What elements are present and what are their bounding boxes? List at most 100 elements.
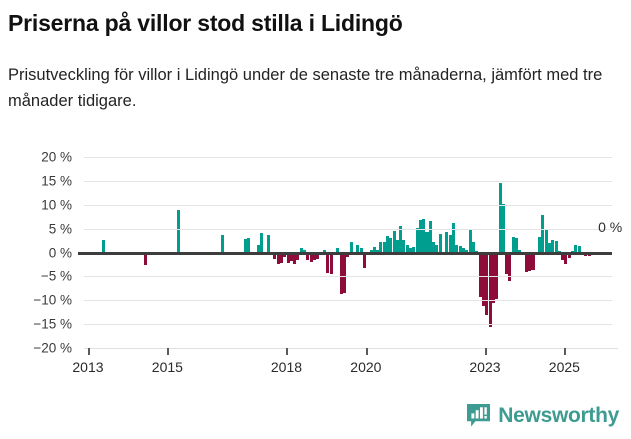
bar <box>445 232 449 253</box>
x-tick <box>87 348 90 355</box>
bar <box>177 209 181 253</box>
bar <box>359 247 363 253</box>
bar <box>349 242 353 253</box>
bar <box>498 183 502 253</box>
bar <box>448 235 452 253</box>
bar <box>399 226 403 253</box>
bar <box>412 247 416 253</box>
bar <box>422 219 426 253</box>
bar <box>356 244 360 253</box>
bar <box>508 252 512 282</box>
x-tick-label: 2025 <box>548 359 580 375</box>
bar <box>531 252 535 270</box>
x-tick-label: 2018 <box>270 359 303 375</box>
x-tick <box>365 348 368 355</box>
bar <box>323 250 327 253</box>
bar <box>488 252 492 327</box>
bar <box>561 252 565 261</box>
bar <box>478 252 482 298</box>
gridline <box>84 300 612 302</box>
bar <box>392 230 396 253</box>
bar-series <box>84 157 612 348</box>
bar <box>425 231 429 253</box>
bar <box>574 245 578 253</box>
bar <box>514 237 518 253</box>
bar <box>375 250 379 253</box>
bar-chart-speech-bubble-icon <box>466 403 491 429</box>
y-tick-label: −5 % <box>40 268 72 284</box>
bar <box>309 252 313 263</box>
bar <box>220 235 224 253</box>
x-tick <box>286 348 289 355</box>
bar <box>329 252 333 274</box>
bar <box>544 229 548 253</box>
bar <box>389 238 393 253</box>
bar <box>548 243 552 253</box>
page-subtitle: Prisutveckling för villor i Lidingö unde… <box>8 66 603 110</box>
bar <box>286 252 290 264</box>
y-tick-label: 5 % <box>48 221 72 237</box>
x-tick-label: 2020 <box>350 359 382 375</box>
bar <box>468 230 472 253</box>
bar <box>465 249 469 253</box>
bar <box>369 249 373 253</box>
bar <box>342 252 346 294</box>
bar <box>280 252 284 263</box>
brand-name: Newsworthy <box>498 404 619 427</box>
bar <box>276 252 280 265</box>
bar <box>458 245 462 253</box>
bar <box>266 234 270 253</box>
x-tick <box>564 348 567 355</box>
gridline <box>84 276 612 278</box>
x-tick-label: 2015 <box>151 359 183 375</box>
gridline <box>84 157 612 158</box>
bar <box>243 238 247 253</box>
bar <box>273 252 277 259</box>
bar <box>316 252 320 259</box>
bar <box>372 247 376 253</box>
bar <box>435 245 439 253</box>
bar <box>538 236 542 253</box>
x-tick-label: 2013 <box>72 359 104 375</box>
x-tick <box>484 348 487 355</box>
y-axis-labels: 20 % 15 % 10 % 5 % 0 % −5 % −10 % −15 % −20 % <box>0 148 80 358</box>
y-tick-label: −15 % <box>33 316 72 332</box>
x-tick-label: 2023 <box>469 359 501 375</box>
bar <box>300 247 304 253</box>
bar <box>339 252 343 294</box>
bar <box>306 252 310 261</box>
x-axis-line <box>84 348 618 349</box>
bar <box>455 244 459 253</box>
bar <box>518 249 522 253</box>
bar <box>541 215 545 253</box>
bar <box>313 252 317 261</box>
last-value-annotation: 0 % <box>598 218 623 235</box>
bar <box>432 241 436 253</box>
bar <box>564 252 568 264</box>
bar <box>568 252 572 258</box>
bar <box>419 220 423 253</box>
bar <box>494 252 498 300</box>
y-tick-label: 10 % <box>41 197 72 213</box>
bar <box>395 239 399 253</box>
bar <box>524 252 528 272</box>
bar <box>501 203 505 253</box>
bar <box>409 248 413 253</box>
bar <box>577 245 581 253</box>
bar <box>293 252 297 264</box>
bar <box>101 240 105 253</box>
bar <box>405 244 409 253</box>
bar <box>382 242 386 253</box>
bar <box>303 249 307 253</box>
bar <box>415 228 419 253</box>
bar <box>485 252 489 315</box>
bar <box>491 252 495 304</box>
gridline <box>84 180 612 182</box>
bar <box>528 252 532 272</box>
gridline <box>84 228 612 230</box>
bar <box>283 252 287 258</box>
newsworthy-logo[interactable]: Newsworthy <box>466 403 619 429</box>
bar <box>452 223 456 253</box>
bar <box>402 240 406 253</box>
